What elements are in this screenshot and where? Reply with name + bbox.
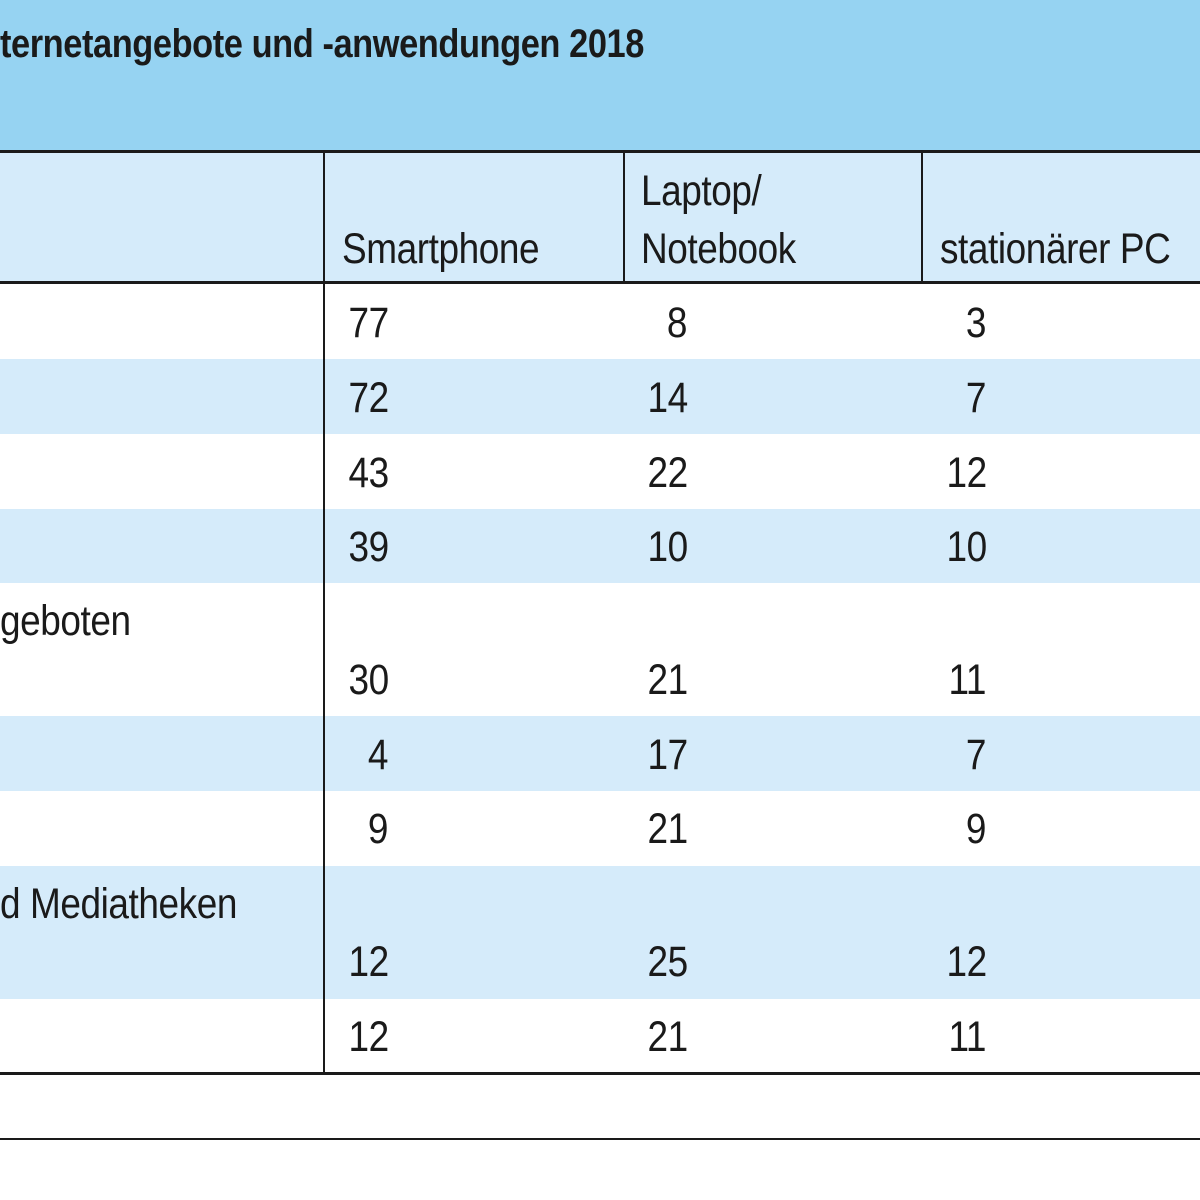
- table-bottom-rule: [0, 1072, 1200, 1075]
- row-stripe: [0, 866, 1200, 999]
- row-stripe: [0, 359, 1200, 434]
- table-cell-value: 9: [367, 805, 389, 853]
- column-divider-laptop: [921, 152, 923, 282]
- table-cell-value: 21: [647, 1013, 688, 1061]
- row-label: d Mediatheken: [0, 880, 238, 928]
- table-cell-value: 17: [647, 731, 688, 779]
- table-cell-value: 9: [965, 805, 987, 853]
- table-cell-value: 72: [348, 374, 389, 422]
- table-cell-value: 12: [946, 449, 987, 497]
- table-cell-value: 30: [348, 656, 389, 704]
- table-cell-value: 12: [946, 938, 987, 986]
- table-cell-value: 21: [647, 805, 688, 853]
- footer-rule: [0, 1138, 1200, 1140]
- table-cell-value: 14: [647, 374, 688, 422]
- header-top-rule: [0, 150, 1200, 153]
- table-cell-value: 77: [348, 299, 389, 347]
- column-header-band: [0, 152, 1200, 282]
- header-bottom-rule: [0, 281, 1200, 284]
- table-cell-value: 10: [946, 523, 987, 571]
- column-header-smartphone: Smartphone: [342, 225, 540, 273]
- table-cell-value: 11: [948, 1013, 986, 1061]
- table-cell-value: 7: [965, 731, 987, 779]
- table-cell-value: 12: [348, 938, 389, 986]
- column-header-laptop-line1: Laptop/: [641, 167, 762, 215]
- table-cell-value: 39: [348, 523, 389, 571]
- row-stripe: [0, 716, 1200, 791]
- row-stripe: [0, 509, 1200, 583]
- table-cell-value: 3: [965, 299, 987, 347]
- table-cell-value: 11: [948, 656, 986, 704]
- table-cell-value: 4: [367, 731, 389, 779]
- column-header-pc: stationärer PC: [940, 225, 1171, 273]
- column-header-laptop-line2: Notebook: [641, 225, 796, 273]
- table-cell-value: 25: [647, 938, 688, 986]
- table-cell-value: 22: [647, 449, 688, 497]
- table-cell-value: 21: [647, 656, 688, 704]
- row-label: geboten: [0, 597, 131, 645]
- title-band: [0, 0, 1200, 150]
- table-cell-value: 43: [348, 449, 389, 497]
- table-title: ternetangebote und -anwendungen 2018: [0, 22, 644, 66]
- table-cell-value: 12: [348, 1013, 389, 1061]
- table-cell-value: 10: [647, 523, 688, 571]
- column-divider-label: [323, 152, 325, 1074]
- table-cell-value: 7: [965, 374, 987, 422]
- table-cell-value: 8: [666, 299, 688, 347]
- column-divider-smartphone: [623, 152, 625, 282]
